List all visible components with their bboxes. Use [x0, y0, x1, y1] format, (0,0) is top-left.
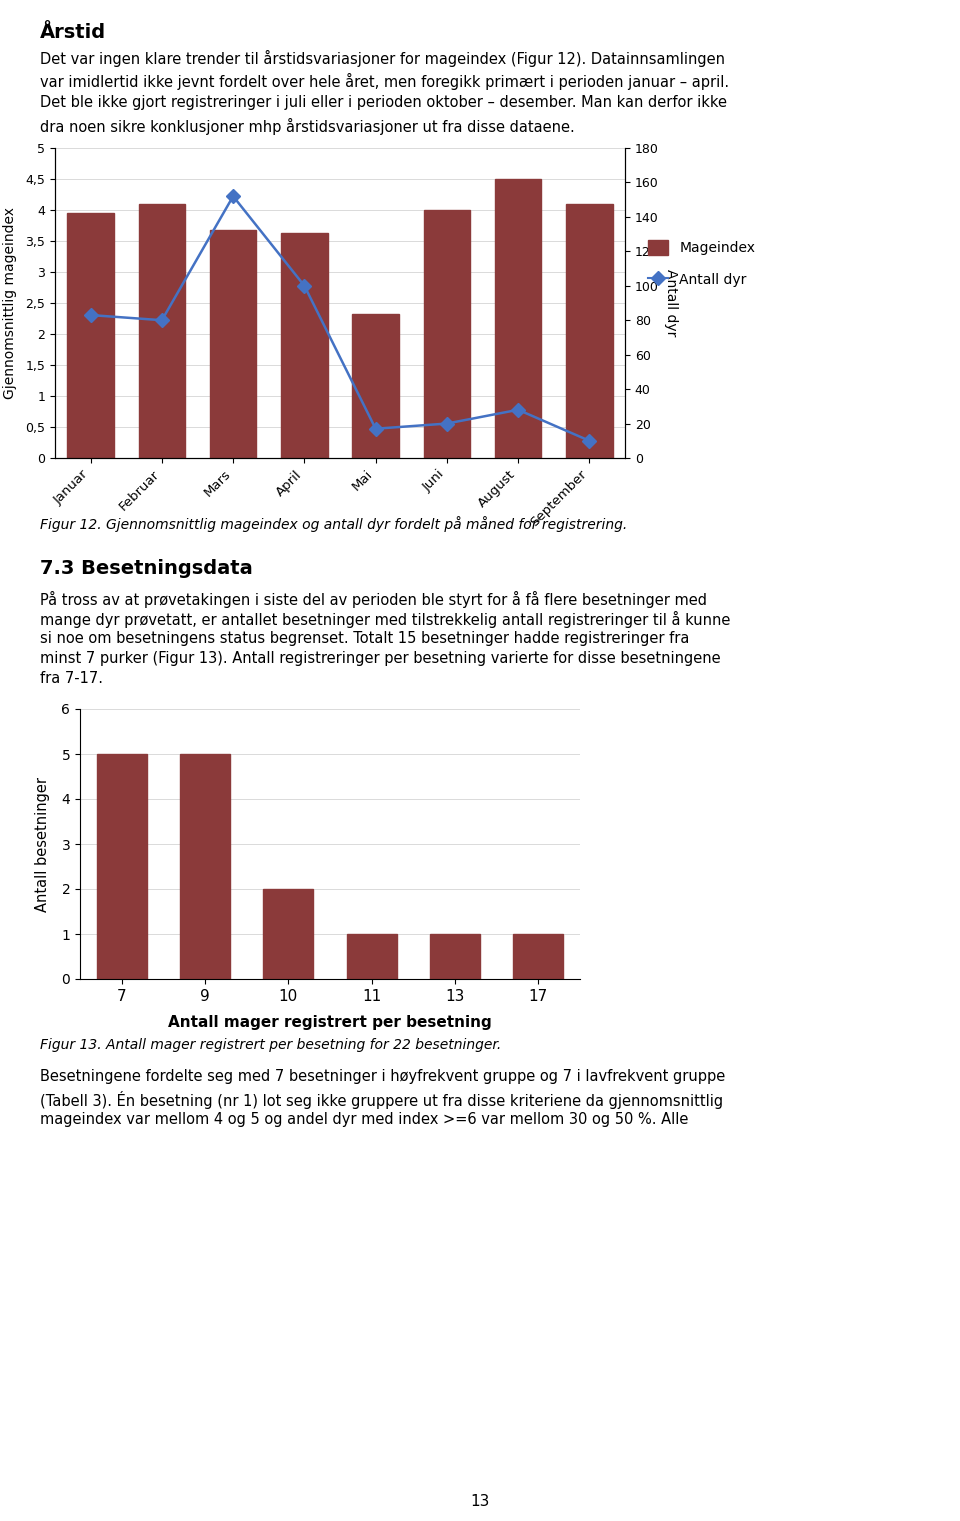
Text: var imidlertid ikke jevnt fordelt over hele året, men foregikk primært i periode: var imidlertid ikke jevnt fordelt over h… — [40, 73, 730, 90]
Bar — [514, 934, 564, 980]
Text: 13: 13 — [470, 1494, 490, 1509]
Y-axis label: Antall dyr: Antall dyr — [664, 269, 678, 336]
Text: mange dyr prøvetatt, er antallet besetninger med tilstrekkelig antall registreri: mange dyr prøvetatt, er antallet besetni… — [40, 611, 731, 628]
Bar — [566, 204, 612, 458]
Bar — [138, 204, 185, 458]
Text: Det var ingen klare trender til årstidsvariasjoner for mageindex (Figur 12). Dat: Det var ingen klare trender til årstidsv… — [40, 50, 725, 67]
Text: dra noen sikre konklusjoner mhp årstidsvariasjoner ut fra disse dataene.: dra noen sikre konklusjoner mhp årstidsv… — [40, 117, 575, 134]
Bar — [281, 233, 327, 458]
Text: Figur 12. Gjennomsnittlig mageindex og antall dyr fordelt på måned for registrer: Figur 12. Gjennomsnittlig mageindex og a… — [40, 516, 627, 532]
Bar — [495, 179, 541, 458]
Bar — [210, 231, 256, 458]
Bar — [263, 888, 313, 980]
Text: mageindex var mellom 4 og 5 og andel dyr med index >=6 var mellom 30 og 50 %. Al: mageindex var mellom 4 og 5 og andel dyr… — [40, 1112, 688, 1127]
Text: fra 7-17.: fra 7-17. — [40, 671, 103, 686]
X-axis label: Antall mager registrert per besetning: Antall mager registrert per besetning — [168, 1015, 492, 1030]
Text: si noe om besetningens status begrenset. Totalt 15 besetninger hadde registrerin: si noe om besetningens status begrenset.… — [40, 631, 689, 646]
Text: minst 7 purker (Figur 13). Antall registreringer per besetning varierte for diss: minst 7 purker (Figur 13). Antall regist… — [40, 651, 721, 666]
Text: Årstid: Årstid — [40, 23, 107, 41]
Bar — [430, 934, 480, 980]
Text: På tross av at prøvetakingen i siste del av perioden ble styrt for å få flere be: På tross av at prøvetakingen i siste del… — [40, 592, 707, 608]
Bar — [352, 313, 398, 458]
Text: Det ble ikke gjort registreringer i juli eller i perioden oktober – desember. Ma: Det ble ikke gjort registreringer i juli… — [40, 94, 727, 110]
Bar — [67, 213, 114, 458]
Text: Figur 13. Antall mager registrert per besetning for 22 besetninger.: Figur 13. Antall mager registrert per be… — [40, 1037, 501, 1053]
Text: 7.3 Besetningsdata: 7.3 Besetningsdata — [40, 558, 252, 578]
Bar — [423, 210, 470, 458]
Bar — [97, 754, 147, 980]
Text: (Tabell 3). Én besetning (nr 1) lot seg ikke gruppere ut fra disse kriteriene da: (Tabell 3). Én besetning (nr 1) lot seg … — [40, 1091, 723, 1109]
Text: Besetningene fordelte seg med 7 besetninger i høyfrekvent gruppe og 7 i lavfrekv: Besetningene fordelte seg med 7 besetnin… — [40, 1069, 725, 1084]
Bar — [347, 934, 396, 980]
Y-axis label: Gjennomsnittlig mageindex: Gjennomsnittlig mageindex — [3, 207, 17, 399]
Legend: Mageindex, Antall dyr: Mageindex, Antall dyr — [642, 234, 761, 292]
Bar — [180, 754, 230, 980]
Y-axis label: Antall besetninger: Antall besetninger — [36, 777, 50, 911]
